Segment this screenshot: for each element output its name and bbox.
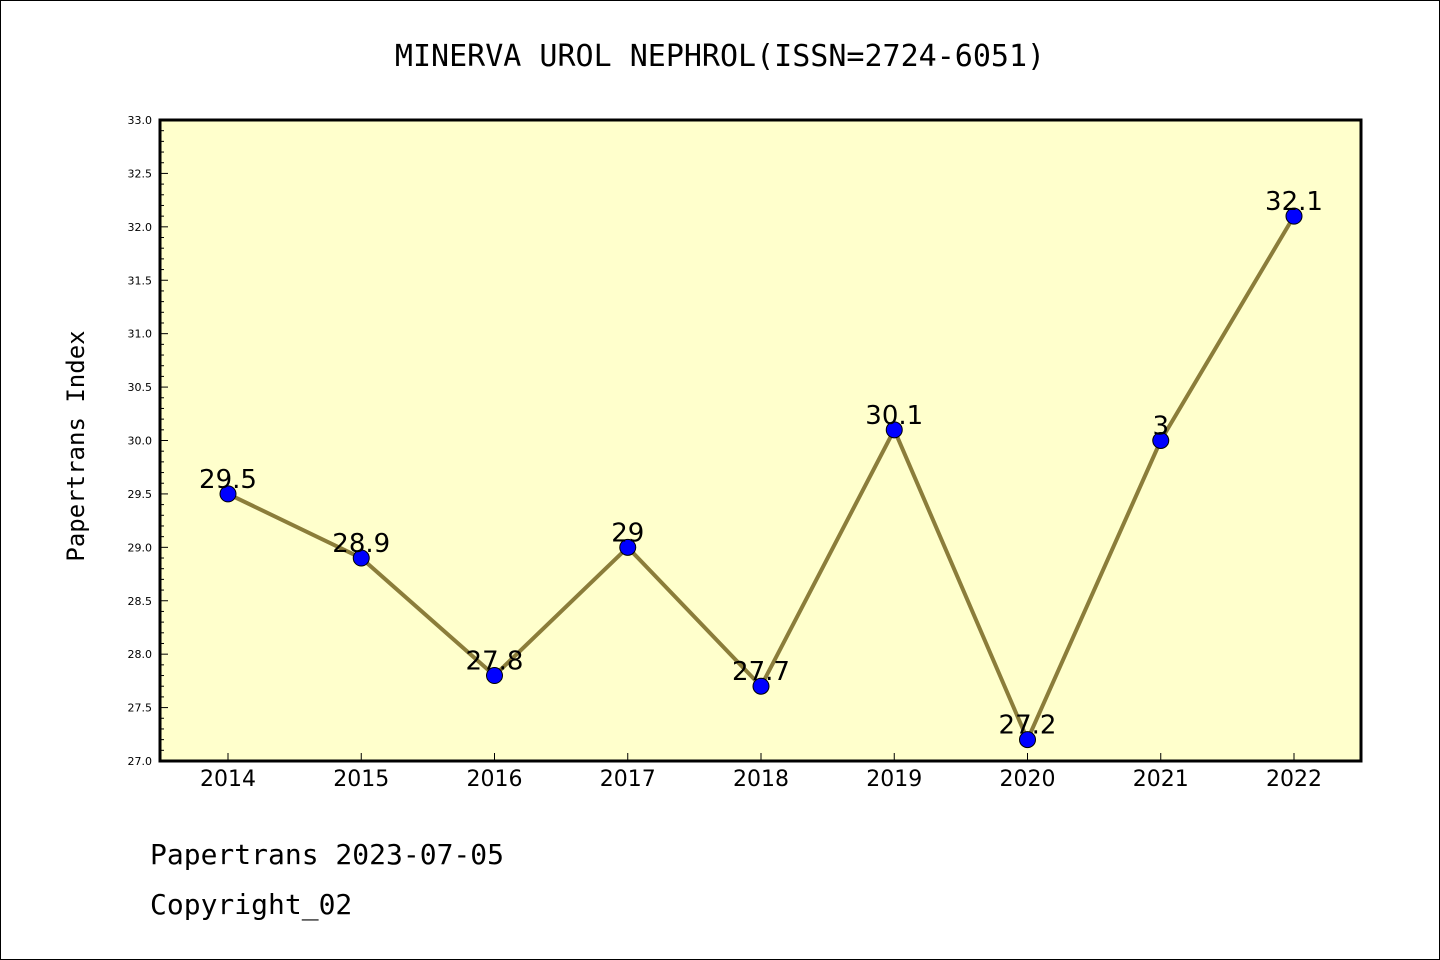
data-point-marker [1152, 432, 1170, 449]
chart-title: MINERVA UROL NEPHROL(ISSN=2724-6051) [395, 39, 1045, 74]
x-tick-label: 2017 [600, 767, 656, 792]
data-point-marker [885, 421, 903, 439]
y-tick-label: 29.0 [128, 541, 153, 554]
data-label: 28.9 [332, 529, 390, 559]
data-label: 30.1 [865, 401, 923, 431]
data-point-marker [619, 538, 637, 556]
x-tick-label: 2014 [200, 767, 256, 792]
footer-copyright: Copyright_02 [150, 888, 352, 922]
y-tick-label: 27.0 [128, 755, 153, 768]
y-axis: 27.0 27.5 28.0 28.5 29.0 29.5 30.0 30.5 31.0 31.5… [128, 114, 168, 768]
footer-date: Papertrans 2023-07-05 [150, 838, 504, 871]
data-point-marker [1285, 207, 1303, 225]
y-tick-label: 32.0 [128, 221, 153, 234]
x-axis: 2014 2015 2016 2017 2018 2019 2020 2021 2022 [200, 753, 1322, 792]
y-tick-label: 32.5 [128, 167, 153, 180]
x-tick-label: 2022 [1266, 767, 1322, 792]
data-labels-group: 29.5 28.9 27.8 29 27.7 30.1 27.2 3 32.1 [199, 187, 1323, 740]
y-tick-label: 28.5 [128, 595, 153, 608]
y-tick-label: 30.5 [128, 381, 153, 394]
x-tick-label: 2019 [866, 767, 922, 792]
y-tick-label: 33.0 [128, 114, 153, 127]
data-label: 32.1 [1265, 187, 1323, 217]
data-label: 27.2 [999, 711, 1057, 741]
y-tick-label: 28.0 [128, 648, 153, 661]
y-tick-label: 31.5 [128, 274, 153, 287]
y-tick-label: 30.0 [128, 435, 153, 448]
y-tick-label: 29.5 [128, 488, 153, 501]
x-tick-label: 2021 [1133, 767, 1189, 792]
y-tick-label: 27.5 [128, 702, 153, 715]
data-label: 27.8 [466, 647, 524, 677]
markers-group [219, 207, 1303, 749]
y-axis-label: Papertrans Index [62, 330, 90, 561]
data-label: 3 [1152, 412, 1169, 442]
x-tick-label: 2018 [733, 767, 789, 792]
data-point-marker [752, 677, 770, 695]
data-label: 29.5 [199, 465, 257, 495]
data-label: 27.7 [732, 657, 790, 687]
data-label: 29 [611, 518, 644, 548]
x-tick-label: 2016 [467, 767, 523, 792]
y-tick-label: 31.0 [128, 328, 153, 341]
x-tick-label: 2015 [333, 767, 389, 792]
data-point-marker [486, 667, 503, 685]
data-point-marker [219, 485, 237, 503]
data-point-marker [1019, 731, 1036, 749]
data-point-marker [352, 549, 370, 567]
x-tick-label: 2020 [1000, 767, 1056, 792]
